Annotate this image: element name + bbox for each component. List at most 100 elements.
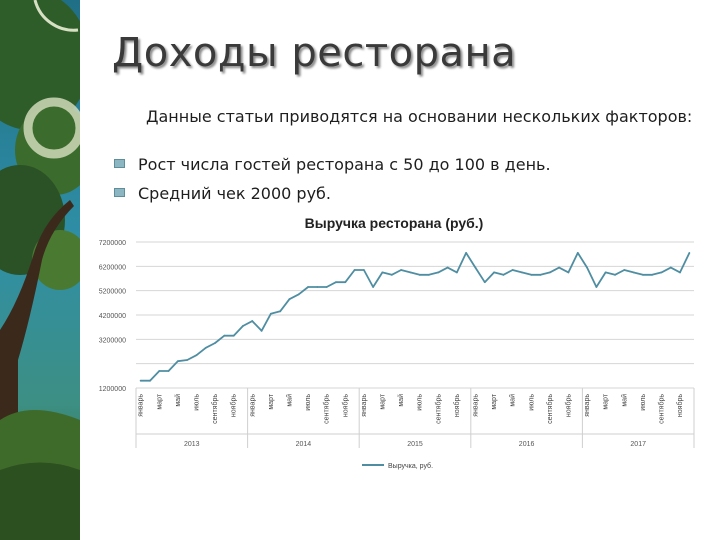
x-tick-label: май bbox=[285, 394, 293, 407]
data-point bbox=[576, 252, 579, 254]
data-point bbox=[149, 379, 151, 382]
data-point bbox=[260, 329, 263, 332]
data-point bbox=[307, 286, 309, 288]
x-tick-label: июль bbox=[640, 394, 647, 411]
data-point bbox=[502, 273, 505, 276]
year-label: 2014 bbox=[296, 441, 312, 448]
bullet-text: Рост числа гостей ресторана с 50 до 100 … bbox=[138, 155, 551, 174]
x-tick-label: март bbox=[268, 393, 275, 409]
x-tick-label: сентябрь bbox=[657, 394, 665, 424]
year-label: 2013 bbox=[184, 441, 200, 448]
data-point bbox=[614, 273, 616, 276]
bullet-text: Средний чек 2000 руб. bbox=[138, 184, 332, 203]
x-tick-label: май bbox=[620, 394, 628, 407]
data-point bbox=[483, 281, 486, 284]
data-point bbox=[530, 273, 533, 276]
data-point bbox=[548, 271, 551, 274]
x-tick-label: сентябрь bbox=[434, 394, 442, 424]
data-point bbox=[288, 298, 291, 301]
data-point bbox=[390, 273, 393, 276]
x-tick-label: ноябрь bbox=[564, 394, 572, 417]
tree-illustration bbox=[0, 0, 80, 540]
x-tick-label: сентябрь bbox=[546, 394, 554, 424]
x-tick-label: июль bbox=[528, 394, 535, 411]
data-point bbox=[372, 286, 375, 288]
data-point bbox=[632, 271, 635, 274]
data-point bbox=[362, 269, 365, 271]
series-line bbox=[140, 252, 691, 382]
data-point bbox=[669, 266, 672, 269]
data-point bbox=[409, 271, 412, 274]
legend-label: Выручка, руб. bbox=[388, 462, 433, 470]
x-tick-label: январь bbox=[249, 394, 256, 417]
x-tick-label: июль bbox=[193, 394, 200, 411]
year-label: 2015 bbox=[407, 441, 423, 448]
data-point bbox=[232, 334, 235, 337]
data-point bbox=[242, 325, 244, 327]
data-point bbox=[558, 266, 561, 269]
x-tick-label: ноябрь bbox=[453, 394, 461, 417]
x-tick-label: март bbox=[603, 393, 610, 409]
data-point bbox=[446, 266, 449, 269]
y-tick-label: 5200000 bbox=[99, 289, 126, 296]
x-tick-label: март bbox=[379, 393, 386, 409]
year-label: 2016 bbox=[519, 441, 535, 448]
x-tick-label: май bbox=[397, 394, 405, 407]
data-point bbox=[688, 252, 691, 254]
bullet-icon bbox=[114, 188, 125, 197]
data-point bbox=[214, 342, 216, 344]
x-tick-label: июль bbox=[417, 394, 424, 411]
data-point bbox=[465, 252, 468, 254]
data-point bbox=[586, 266, 588, 269]
y-tick-label: 1200000 bbox=[99, 386, 126, 393]
data-point bbox=[167, 370, 170, 372]
intro-paragraph: Данные статьи приводятся на основании не… bbox=[146, 107, 693, 126]
data-point bbox=[195, 354, 198, 357]
data-point bbox=[335, 281, 337, 284]
y-tick-label: 4200000 bbox=[99, 313, 126, 320]
data-point bbox=[539, 273, 542, 276]
x-tick-label: май bbox=[174, 394, 182, 407]
y-axis: 1200000 3200000 4200000 5200000 6200000 72000… bbox=[99, 240, 126, 393]
data-point bbox=[660, 271, 663, 274]
x-tick-label: сентябрь bbox=[211, 394, 219, 424]
data-point bbox=[437, 271, 440, 274]
data-point bbox=[344, 281, 347, 284]
data-point bbox=[418, 273, 421, 276]
data-point bbox=[158, 370, 161, 372]
data-point bbox=[223, 334, 226, 337]
x-tick-label: январь bbox=[584, 394, 591, 417]
data-point bbox=[251, 320, 254, 322]
x-tick-label: ноябрь bbox=[676, 394, 684, 417]
data-point bbox=[474, 266, 477, 269]
x-tick-label: январь bbox=[138, 394, 145, 417]
x-tick-label: июль bbox=[305, 394, 312, 411]
data-point bbox=[511, 269, 514, 271]
y-tick-label: 3200000 bbox=[99, 337, 126, 344]
data-point bbox=[604, 271, 607, 274]
chart-legend: Выручка, руб. bbox=[362, 462, 433, 470]
data-point bbox=[651, 273, 654, 276]
data-point bbox=[325, 286, 328, 288]
x-axis: январь март май июль сентябрь ноябрь январь мар… bbox=[135, 388, 695, 448]
data-point bbox=[679, 271, 681, 274]
plot-area bbox=[139, 252, 691, 382]
year-label: 2017 bbox=[630, 441, 646, 448]
data-point bbox=[381, 271, 384, 274]
data-point bbox=[353, 269, 356, 271]
x-tick-label: сентябрь bbox=[323, 394, 331, 424]
data-point bbox=[595, 286, 598, 288]
x-tick-label: ноябрь bbox=[341, 394, 349, 417]
data-point bbox=[428, 273, 430, 276]
data-point bbox=[455, 271, 458, 274]
x-tick-label: март bbox=[491, 393, 498, 409]
data-point bbox=[269, 312, 272, 315]
data-point bbox=[623, 269, 626, 271]
y-tick-label: 6200000 bbox=[99, 264, 126, 271]
x-tick-label: март bbox=[156, 393, 163, 409]
data-point bbox=[186, 359, 189, 361]
page-title: Доходы ресторана bbox=[112, 30, 517, 76]
data-point bbox=[316, 286, 319, 288]
data-point bbox=[521, 271, 523, 274]
x-tick-label: январь bbox=[472, 394, 479, 417]
